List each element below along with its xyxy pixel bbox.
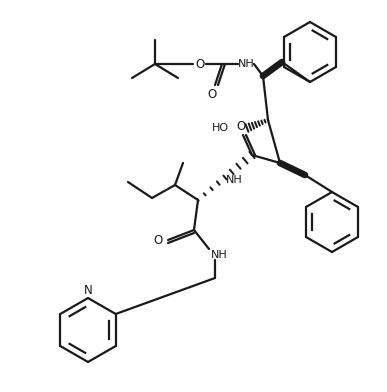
Text: O: O [153,234,163,247]
Text: O: O [207,87,217,100]
Text: NH: NH [226,175,243,185]
Text: O: O [195,58,205,71]
Text: HO: HO [212,123,229,133]
Text: NH: NH [238,59,254,69]
Text: N: N [84,285,92,298]
Text: O: O [236,120,246,132]
Text: NH: NH [211,250,228,260]
